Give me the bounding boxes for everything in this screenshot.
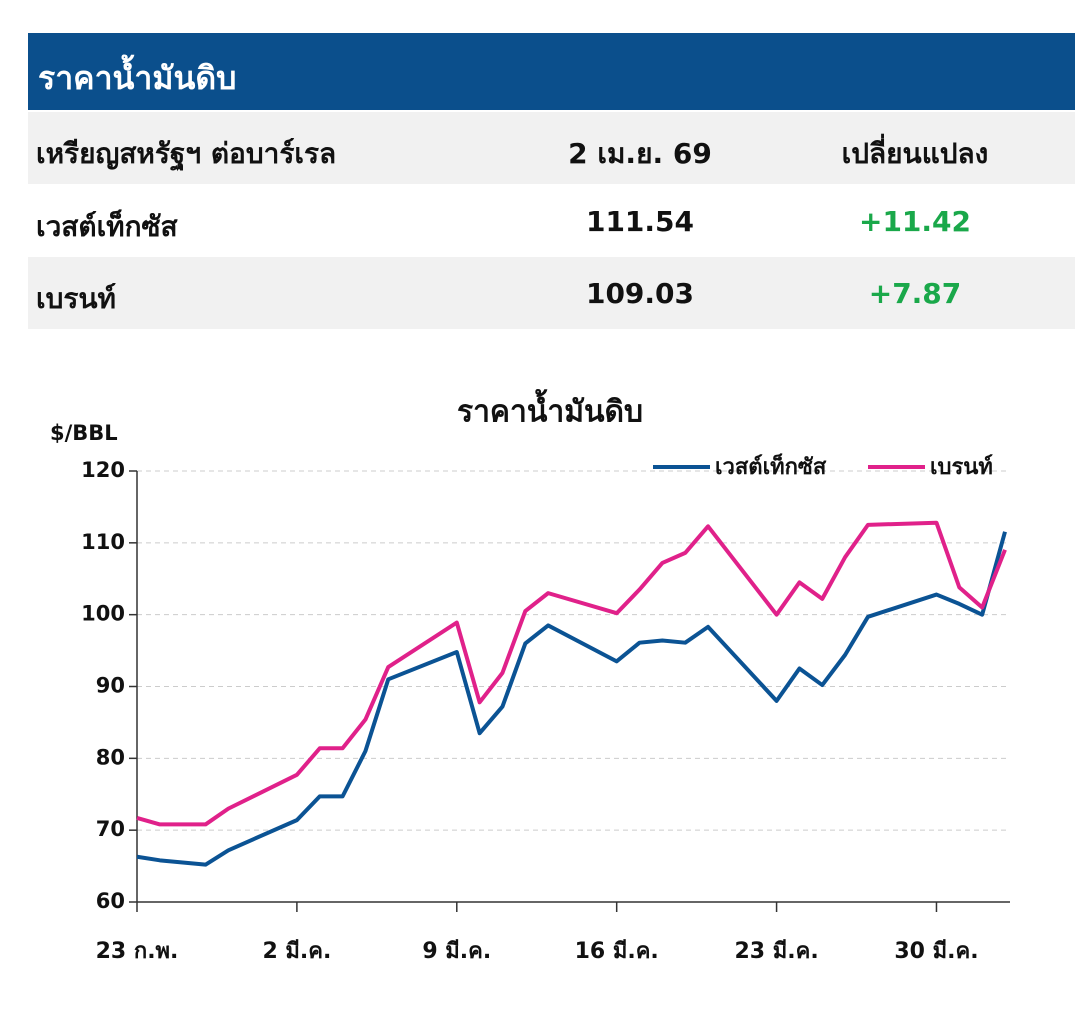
x-tick-label: 23 มี.ค. — [734, 939, 818, 964]
y-tick-label: 70 — [96, 817, 125, 841]
column-header: เปลี่ยนแปลง — [841, 137, 989, 170]
y-tick-label: 100 — [81, 602, 125, 626]
x-tick-label: 30 มี.ค. — [894, 939, 978, 964]
x-tick-label: 16 มี.ค. — [575, 939, 659, 964]
line-series — [136, 531, 1007, 867]
header-row: เหรียญสหรัฐฯ ต่อบาร์เรล 2 เม.ย. 69 เปลี่… — [28, 112, 1075, 184]
table-row: เบรนท์ 109.03 +7.87 — [28, 257, 1075, 329]
x-tick-label: 23 ก.พ. — [96, 939, 179, 964]
chart-title: ราคาน้ำมันดิบ — [457, 389, 643, 430]
y-tick-label: 110 — [81, 530, 125, 554]
x-tick-label: 2 มี.ค. — [262, 939, 331, 964]
y-axis-label: $/BBL — [50, 421, 118, 445]
cell: เวสต์เท็กซัส — [36, 210, 178, 243]
y-tick-label: 60 — [96, 889, 125, 913]
cell: 111.54 — [585, 205, 695, 238]
x-tick-label: 9 มี.ค. — [422, 939, 491, 964]
y-tick-label: 80 — [96, 745, 125, 769]
table-row: เวสต์เท็กซัส 111.54 +11.42 — [28, 185, 1075, 257]
legend-label: เบรนท์ — [930, 454, 993, 480]
y-tick-label: 90 — [96, 674, 125, 698]
column-header: 2 เม.ย. 69 — [568, 137, 712, 170]
table-title: ราคาน้ำมันดิบ — [38, 59, 237, 97]
table-header: ราคาน้ำมันดิบ — [28, 33, 1075, 110]
legend-label: เวสต์เท็กซัส — [715, 452, 827, 480]
cell: +11.42 — [858, 205, 972, 238]
y-tick-label: 120 — [81, 458, 125, 482]
cell: +7.87 — [868, 277, 962, 310]
line-series — [136, 520, 1007, 827]
cell: 109.03 — [585, 277, 695, 310]
cell: เบรนท์ — [36, 282, 116, 315]
column-header: เหรียญสหรัฐฯ ต่อบาร์เรล — [36, 137, 337, 170]
